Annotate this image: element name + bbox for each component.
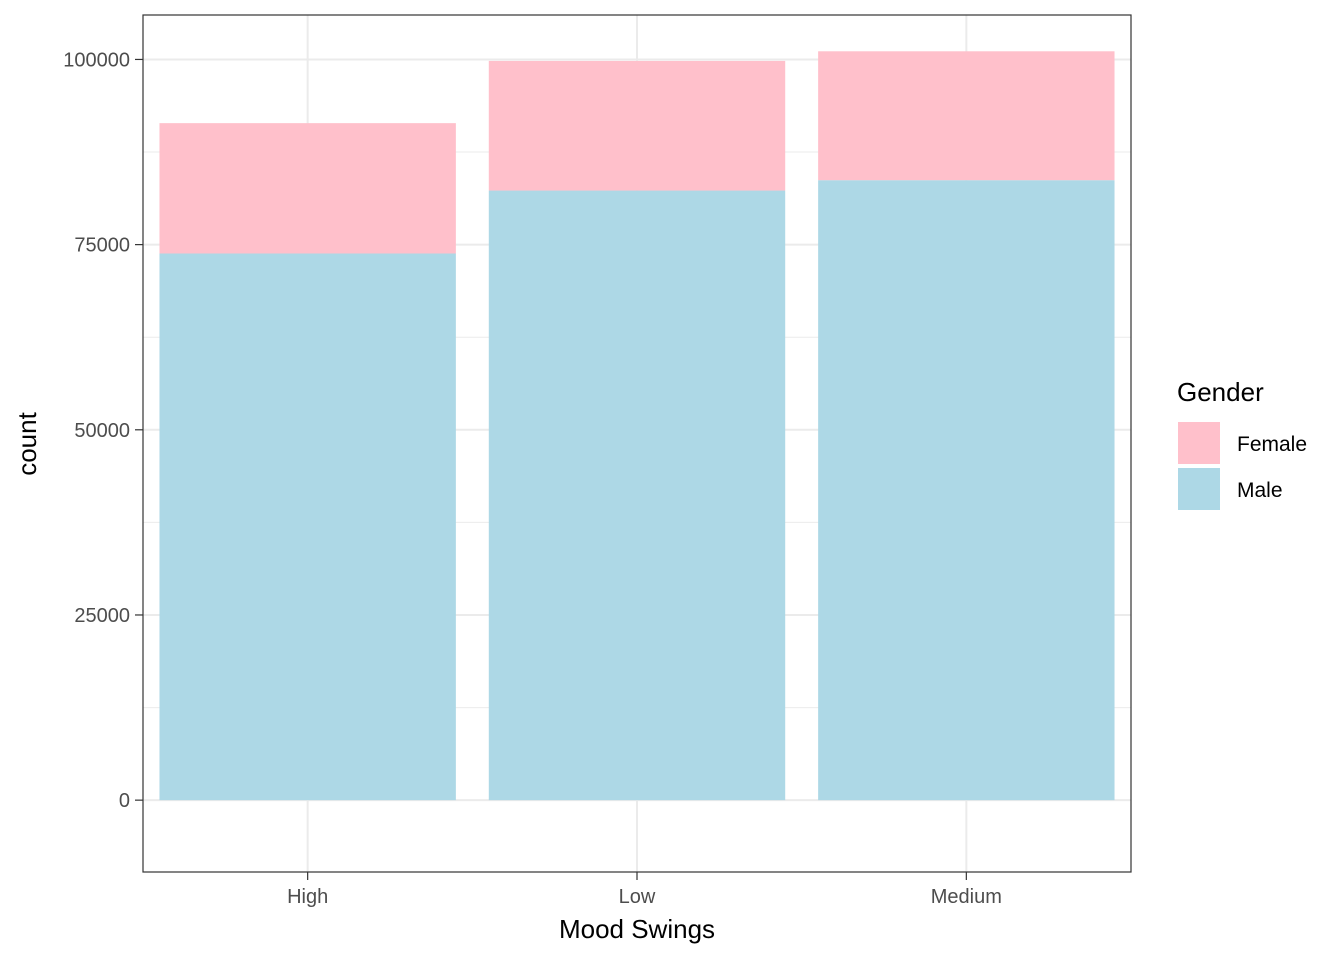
- bar-female-high: [159, 123, 456, 254]
- y-tick-label: 25000: [74, 605, 130, 627]
- bar-male-medium: [818, 180, 1115, 801]
- legend-label-male: Male: [1237, 479, 1283, 502]
- legend: Gender Female Male: [1177, 377, 1307, 510]
- legend-key-male: [1178, 468, 1220, 510]
- x-axis-title: Mood Swings: [559, 914, 715, 944]
- x-tick-label: Medium: [931, 886, 1002, 908]
- bars: [159, 51, 1115, 801]
- x-tick-label: Low: [619, 886, 656, 908]
- legend-key-female: [1178, 422, 1220, 464]
- y-axis: 0 25000 50000 75000 100000: [63, 49, 143, 812]
- bar-male-high: [159, 253, 456, 801]
- bar-female-low: [488, 60, 786, 191]
- y-tick-label: 75000: [74, 235, 130, 257]
- x-axis: High Low Medium: [287, 872, 1002, 908]
- y-tick-label: 50000: [74, 420, 130, 442]
- x-tick-label: High: [287, 886, 328, 908]
- bar-male-low: [488, 190, 786, 801]
- y-axis-title: count: [12, 411, 42, 475]
- y-tick-label: 0: [119, 790, 130, 812]
- y-tick-label: 100000: [63, 49, 130, 71]
- legend-label-female: Female: [1237, 433, 1307, 456]
- legend-title: Gender: [1177, 377, 1264, 407]
- bar-female-medium: [818, 51, 1115, 181]
